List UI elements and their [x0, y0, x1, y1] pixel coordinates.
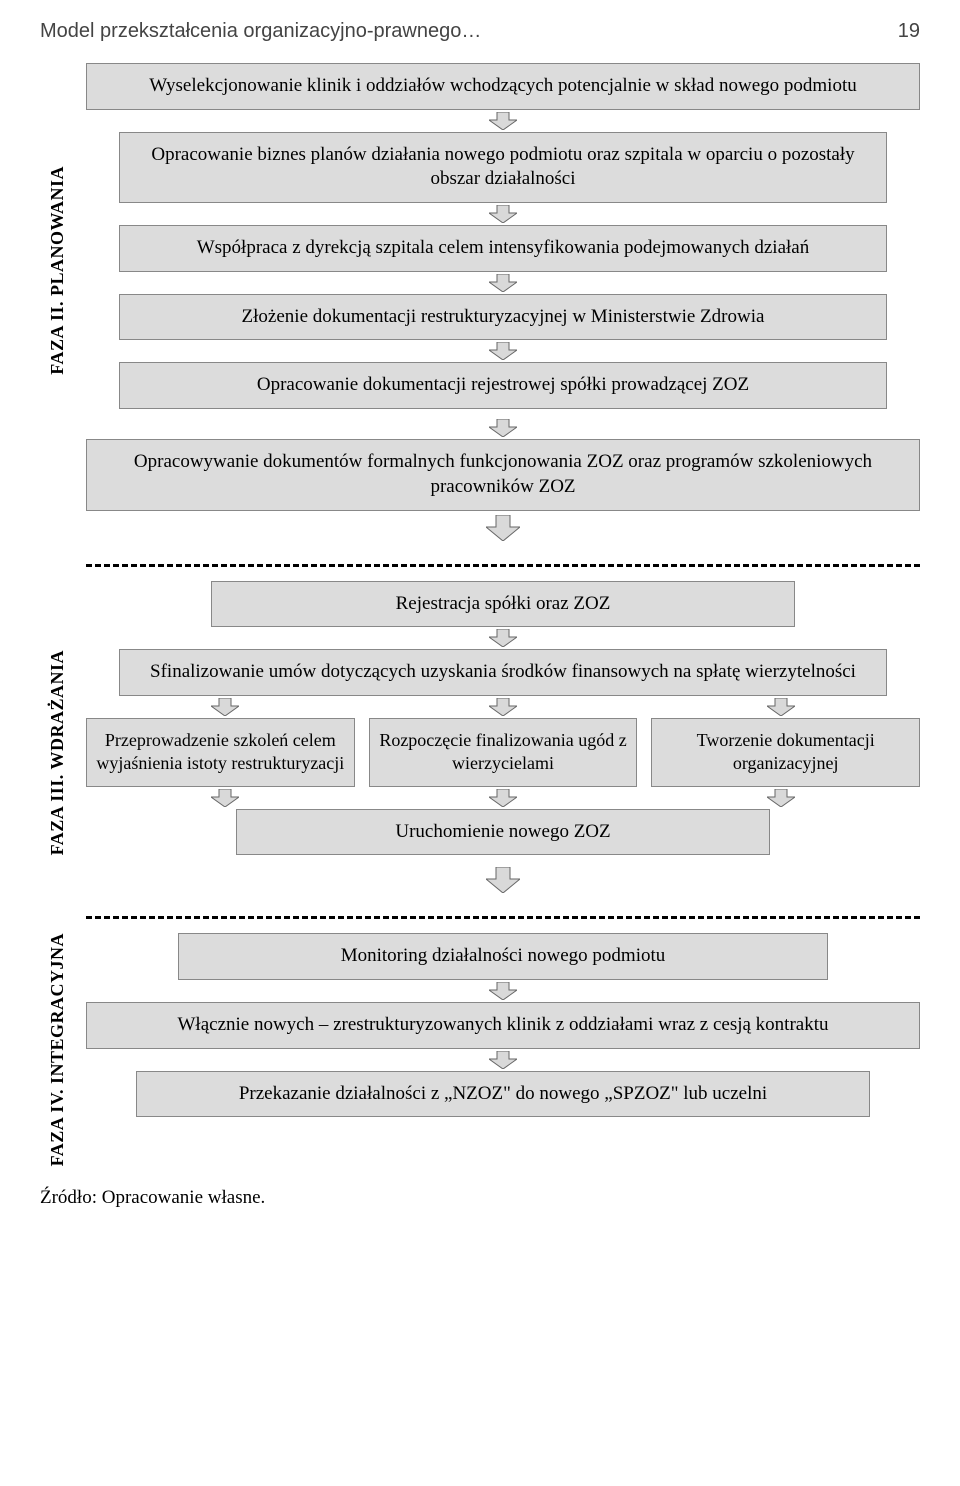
arrow-down-icon [489, 274, 517, 292]
arrow-down-icon [489, 698, 517, 716]
page-number: 19 [898, 20, 920, 43]
phase2-tail-box: Opracowywanie dokumentów formalnych funk… [86, 439, 920, 510]
arrow-down-icon [211, 698, 239, 716]
phase-divider [86, 564, 920, 567]
arrow-down-icon [486, 515, 520, 546]
phase-3-label: FAZA III. WDRAŻANIA [40, 649, 74, 855]
phase-2-label: FAZA II. PLANOWANIA [40, 132, 74, 409]
arrow-row [86, 789, 920, 807]
phase3-tail-box: Uruchomienie nowego ZOZ [236, 809, 770, 856]
arrow-down-icon [489, 629, 517, 647]
header-title: Model przekształcenia organizacyjno-praw… [40, 20, 481, 43]
phase2-box-3: Opracowanie dokumentacji rejestrowej spó… [119, 362, 886, 409]
source-line: Źródło: Opracowanie własne. [40, 1187, 920, 1209]
arrow-down-icon [489, 112, 517, 130]
arrow-down-icon [489, 342, 517, 360]
phase2-box-1: Współpraca z dyrekcją szpitala celem int… [119, 225, 886, 272]
phase3-mid-box: Sfinalizowanie umów dotyczących uzyskani… [119, 649, 886, 696]
page-header: Model przekształcenia organizacyjno-praw… [40, 20, 920, 43]
phase-divider [86, 916, 920, 919]
phase-4-label: FAZA IV. INTEGRACYJNA [40, 933, 74, 1166]
phase3-big-arrow [40, 863, 920, 902]
arrow-down-icon [767, 789, 795, 807]
phase2-box-0: Opracowanie biznes planów działania nowe… [119, 132, 886, 203]
phase3-row-2: Tworzenie dokumentacji organizacyjnej [651, 718, 920, 787]
phase3-row-0: Przeprowadzenie szkoleń celem wyjaśnieni… [86, 718, 355, 787]
arrow-down-icon [489, 419, 517, 437]
intro-block: Wyselekcjonowanie klinik i oddziałów wch… [40, 63, 920, 132]
arrow-row [86, 698, 920, 716]
arrow-down-icon [489, 1051, 517, 1069]
phase4-box-0: Monitoring działalności nowego podmiotu [178, 933, 829, 980]
phase2-box-2: Złożenie dokumentacji restrukturyzacyjne… [119, 294, 886, 341]
intro-box: Wyselekcjonowanie klinik i oddziałów wch… [86, 63, 920, 110]
phase3-pre: Rejestracja spółki oraz ZOZ [40, 581, 920, 650]
phase3-row-1: Rozpoczęcie finalizowania ugód z wierzyc… [369, 718, 638, 787]
phase-2: FAZA II. PLANOWANIA Opracowanie biznes p… [40, 132, 920, 409]
arrow-down-icon [489, 982, 517, 1000]
phase-4: FAZA IV. INTEGRACYJNA Monitoring działal… [40, 933, 920, 1166]
phase2-tail: Opracowywanie dokumentów formalnych funk… [40, 417, 920, 549]
arrow-down-icon [767, 698, 795, 716]
phase4-box-1: Włącznie nowych – zrestrukturyzowanych k… [86, 1002, 920, 1049]
phase4-box-2: Przekazanie działalności z „NZOZ" do now… [136, 1071, 870, 1118]
arrow-down-icon [486, 867, 520, 898]
arrow-down-icon [211, 789, 239, 807]
phase3-pre-box: Rejestracja spółki oraz ZOZ [211, 581, 795, 628]
phase-3: FAZA III. WDRAŻANIA Sfinalizowanie umów … [40, 649, 920, 855]
phase3-row: Przeprowadzenie szkoleń celem wyjaśnieni… [86, 718, 920, 787]
arrow-down-icon [489, 789, 517, 807]
arrow-down-icon [489, 205, 517, 223]
